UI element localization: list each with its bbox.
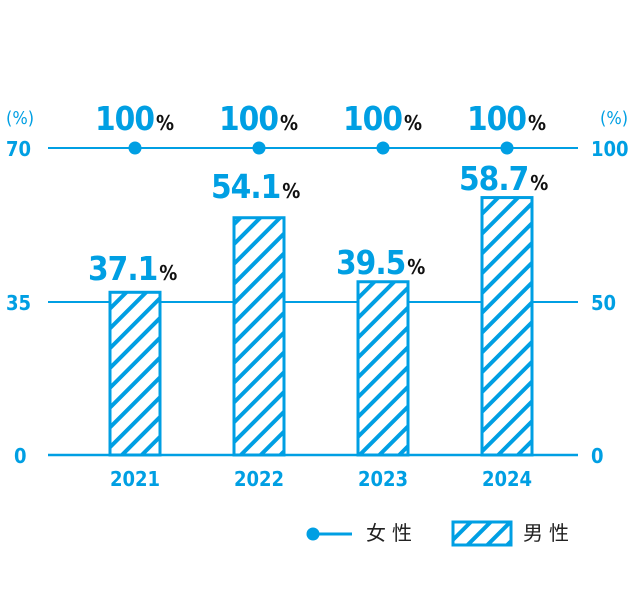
bar-2022 bbox=[232, 216, 286, 457]
female-value-2023: 100% bbox=[343, 99, 422, 138]
legend-label-female: 女性 bbox=[366, 521, 418, 545]
left-axis-unit: (%) bbox=[6, 108, 35, 129]
left-axis-tick-35: 35 bbox=[6, 291, 32, 315]
x-tick-2021: 2021 bbox=[109, 467, 161, 491]
dot-2023 bbox=[376, 141, 390, 155]
right-axis-tick-100: 100 bbox=[591, 137, 629, 161]
left-axis-tick-0: 0 bbox=[14, 444, 27, 468]
x-tick-2024: 2024 bbox=[481, 467, 533, 491]
right-axis-unit: (%) bbox=[600, 108, 629, 129]
female-value-2022: 100% bbox=[219, 99, 298, 138]
dot-2022 bbox=[252, 141, 266, 155]
left-axis-tick-70: 70 bbox=[6, 137, 32, 161]
bar-2024 bbox=[480, 196, 534, 457]
bar-2023 bbox=[356, 280, 410, 457]
male-value-2021: 37.1% bbox=[88, 249, 177, 288]
line-series-female bbox=[128, 141, 514, 155]
dot-2024 bbox=[500, 141, 514, 155]
male-value-2023: 39.5% bbox=[336, 243, 425, 282]
bar-series-male bbox=[108, 196, 534, 457]
right-axis-tick-0: 0 bbox=[591, 444, 604, 468]
legend-hatch-icon bbox=[451, 520, 513, 547]
male-value-2024: 58.7% bbox=[459, 159, 548, 198]
x-tick-2022: 2022 bbox=[233, 467, 285, 491]
female-value-2021: 100% bbox=[95, 99, 174, 138]
female-value-2024: 100% bbox=[467, 99, 546, 138]
legend-dot-icon bbox=[306, 527, 320, 541]
bar-2021 bbox=[108, 290, 162, 457]
male-value-2022: 54.1% bbox=[211, 167, 300, 206]
x-tick-2023: 2023 bbox=[357, 467, 409, 491]
legend-label-male: 男性 bbox=[523, 521, 575, 545]
right-axis-tick-50: 50 bbox=[591, 291, 617, 315]
dot-2021 bbox=[128, 141, 142, 155]
